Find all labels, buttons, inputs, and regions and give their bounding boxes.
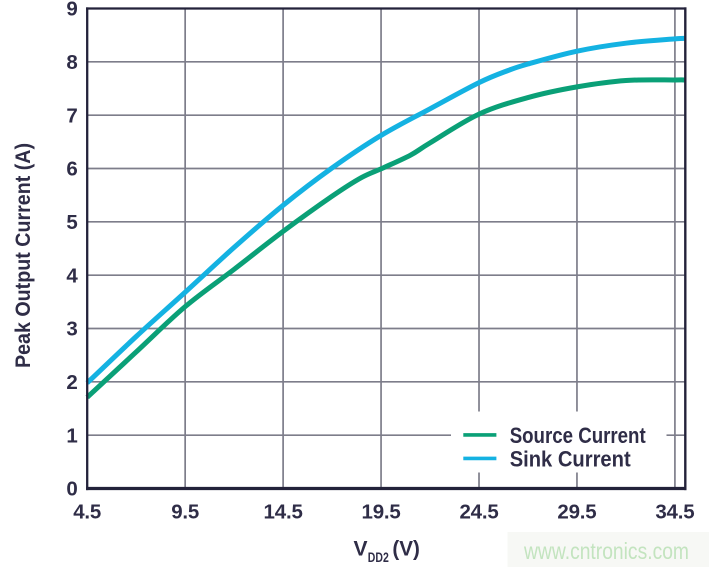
watermark-text: www.cntronics.com: [523, 538, 689, 564]
y-tick-label: 9: [66, 0, 77, 21]
y-tick-label: 6: [66, 158, 77, 181]
legend: Source Current Sink Current: [463, 423, 647, 472]
x-axis-title-subscript: DD2: [368, 549, 389, 565]
x-tick-label: 9.5: [171, 501, 199, 524]
y-axis-title: Peak Output Current (A): [12, 143, 35, 368]
y-tick-labels: 0 1 2 3 4 5 6 7 8 9: [66, 0, 78, 501]
watermark-background: [507, 532, 709, 567]
y-tick-label: 1: [66, 424, 77, 447]
x-tick-labels: 4.5 9.5 14.5 19.5 24.5 29.5 34.5: [73, 501, 694, 524]
y-tick-label: 8: [66, 51, 77, 74]
legend-label-source-current: Source Current: [510, 423, 647, 448]
legend-label-sink-current: Sink Current: [510, 447, 632, 472]
source-current-line: [85, 77, 686, 400]
legend-box: [451, 411, 667, 473]
x-tick-label: 19.5: [362, 501, 401, 524]
gridlines: [87, 8, 686, 489]
series-lines: [85, 35, 686, 400]
y-tick-label: 4: [66, 264, 78, 287]
y-tick-label: 2: [66, 371, 77, 394]
x-axis-title: V DD2 (V): [354, 538, 420, 565]
x-tick-label: 29.5: [557, 501, 596, 524]
y-tick-label: 7: [66, 104, 77, 127]
y-tick-label: 3: [66, 318, 77, 341]
x-tick-label: 24.5: [459, 501, 498, 524]
x-tick-label: 34.5: [655, 501, 694, 524]
plot-border: [86, 7, 687, 491]
x-axis-title-unit: (V): [392, 538, 420, 561]
x-axis-title-base: V: [354, 538, 368, 561]
x-tick-label: 4.5: [73, 501, 101, 524]
x-tick-label: 14.5: [264, 501, 303, 524]
y-tick-label: 5: [66, 211, 77, 234]
sink-current-line: [85, 35, 686, 385]
y-tick-label: 0: [66, 478, 77, 501]
